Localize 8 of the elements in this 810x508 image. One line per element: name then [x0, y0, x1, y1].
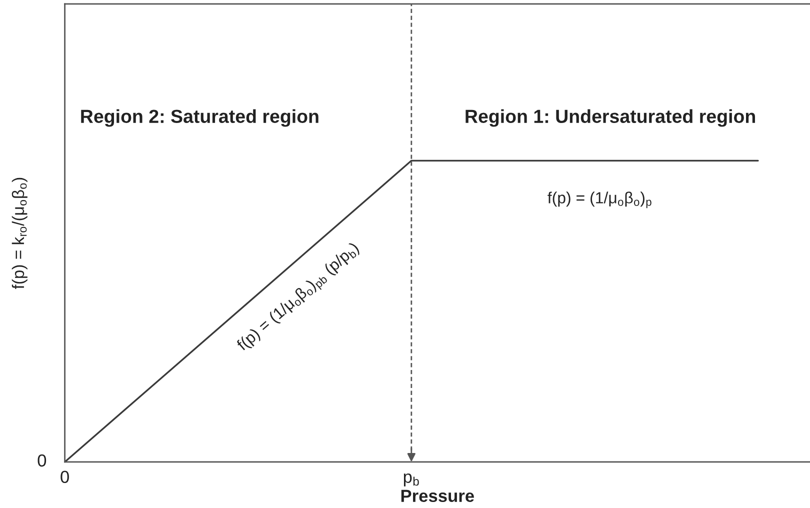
x-tick-label: p$_{b}$	[404, 473, 419, 486]
text: 0	[38, 454, 46, 467]
y-axis-title: f(p) = k$_{ro}$/(μ$_{o}$β$_{o}$)	[12, 178, 28, 289]
text: f(p) = (1/μ$_{o}$β$_{o}$)$_{pb}$ (p/p$_{b}$)	[236, 241, 362, 352]
x-axis-title: Pressure	[401, 490, 474, 502]
annotation: f(p) = (1/μ$_{o}$β$_{o}$)$_{p}$	[548, 192, 652, 208]
text: Region 1: Undersaturated region	[466, 109, 755, 127]
text: Region 2: Saturated region	[81, 109, 318, 127]
